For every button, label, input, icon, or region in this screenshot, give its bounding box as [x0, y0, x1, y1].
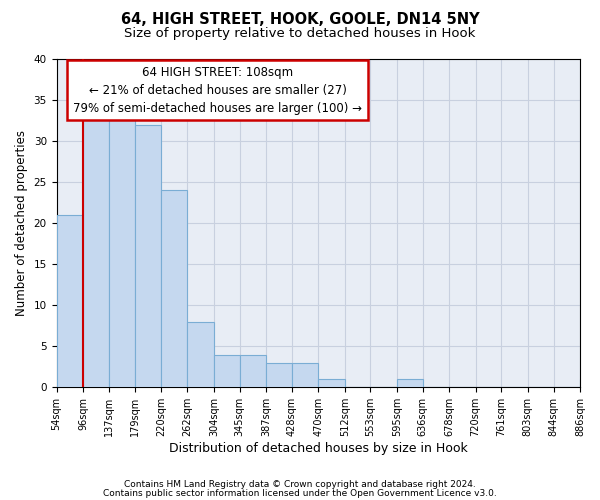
Text: Size of property relative to detached houses in Hook: Size of property relative to detached ho…	[124, 28, 476, 40]
Bar	[239, 354, 266, 388]
Bar	[187, 322, 214, 388]
Text: 64 HIGH STREET: 108sqm
← 21% of detached houses are smaller (27)
79% of semi-det: 64 HIGH STREET: 108sqm ← 21% of detached…	[73, 66, 362, 114]
Text: Contains HM Land Registry data © Crown copyright and database right 2024.: Contains HM Land Registry data © Crown c…	[124, 480, 476, 489]
Bar	[83, 116, 109, 388]
Bar	[580, 379, 600, 388]
Y-axis label: Number of detached properties: Number of detached properties	[15, 130, 28, 316]
Bar	[161, 190, 187, 388]
Text: 64, HIGH STREET, HOOK, GOOLE, DN14 5NY: 64, HIGH STREET, HOOK, GOOLE, DN14 5NY	[121, 12, 479, 28]
Bar	[292, 362, 318, 388]
Bar	[109, 116, 135, 388]
Text: Contains public sector information licensed under the Open Government Licence v3: Contains public sector information licen…	[103, 488, 497, 498]
Bar	[135, 124, 161, 388]
Bar	[214, 354, 239, 388]
Bar	[56, 215, 83, 388]
Bar	[266, 362, 292, 388]
Bar	[318, 379, 344, 388]
X-axis label: Distribution of detached houses by size in Hook: Distribution of detached houses by size …	[169, 442, 467, 455]
Bar	[397, 379, 423, 388]
